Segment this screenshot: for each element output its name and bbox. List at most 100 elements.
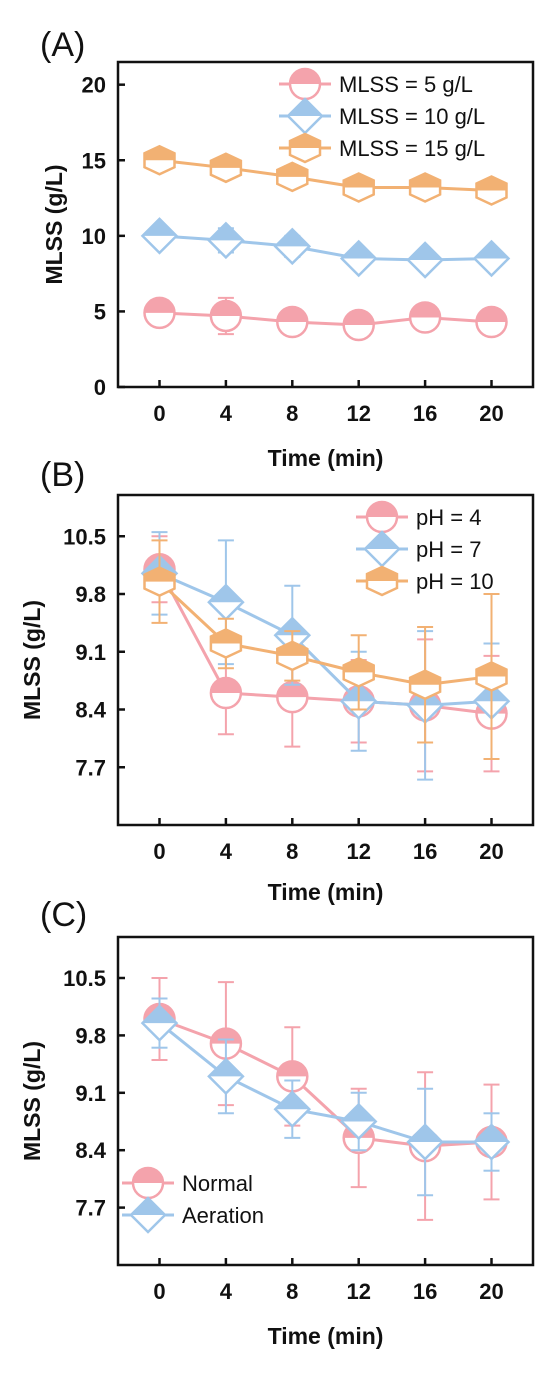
series-line (159, 311, 492, 327)
x-axis-title: Time (min) (268, 445, 384, 471)
x-tick-label: 20 (479, 401, 503, 426)
data-point (408, 172, 442, 203)
data-point (143, 144, 176, 176)
data-point-fill (210, 300, 241, 316)
y-tick-label: 7.7 (75, 1196, 106, 1221)
data-point-fill (277, 682, 308, 698)
data-point-fill (476, 176, 507, 191)
data-point-fill (277, 1061, 308, 1077)
data-point-fill (343, 658, 374, 673)
data-point (475, 175, 508, 206)
data-point-fill (408, 243, 443, 261)
x-tick-label: 12 (346, 839, 370, 864)
legend-label: Aeration (182, 1203, 264, 1228)
legend: pH = 4 pH = 7 pH = 10 (356, 500, 494, 597)
legend: MLSS = 5 g/L MLSS = 10 g/L MLSS = 15 g/L (279, 67, 485, 164)
x-tick-label: 20 (479, 1279, 503, 1304)
y-axis-title: MLSS (g/L) (19, 600, 45, 720)
data-point (276, 161, 309, 193)
data-point (342, 656, 375, 688)
y-tick-label: 7.7 (75, 755, 106, 780)
data-point-fill (144, 146, 175, 161)
plot-frame (116, 60, 535, 389)
y-tick-label: 9.1 (75, 640, 106, 665)
data-point (276, 680, 309, 714)
y-tick-label: 20 (82, 73, 106, 98)
legend-label: Normal (182, 1171, 253, 1196)
data-point-fill (275, 618, 310, 636)
legend-label: MLSS = 15 g/L (339, 136, 485, 161)
data-point (342, 308, 375, 342)
data-point (406, 1123, 444, 1161)
data-point (207, 1057, 245, 1096)
data-point (472, 239, 511, 278)
x-axis-title: Time (min) (268, 879, 384, 905)
data-point-fill (210, 629, 241, 644)
data-point-fill (343, 173, 374, 188)
legend-label: pH = 7 (416, 537, 481, 562)
data-point (209, 152, 243, 184)
data-point-fill (144, 297, 175, 313)
legend-marker (286, 97, 324, 135)
data-point-fill (210, 153, 241, 168)
data-point-fill (142, 218, 177, 236)
y-tick-label: 8.4 (75, 698, 106, 723)
x-tick-label: 4 (220, 839, 233, 864)
y-tick-label: 10.5 (63, 524, 106, 549)
data-point (273, 227, 312, 266)
x-tick-label: 16 (413, 839, 437, 864)
legend-marker-fill (367, 567, 397, 581)
y-tick-label: 10 (82, 224, 106, 249)
x-axis-title: Time (min) (268, 1323, 384, 1349)
data-point (143, 566, 176, 598)
x-tick-label: 0 (153, 839, 165, 864)
series-2 (143, 144, 508, 206)
data-point-fill (341, 241, 376, 259)
data-point (475, 305, 508, 339)
data-point-fill (208, 1059, 243, 1077)
x-tick-label: 8 (286, 401, 298, 426)
data-point-fill (410, 173, 441, 188)
y-tick-label: 9.1 (75, 1081, 106, 1106)
y-axis-title: MLSS (g/L) (41, 164, 67, 284)
data-point (209, 628, 243, 659)
x-tick-label: 8 (286, 1279, 298, 1304)
data-point-fill (208, 585, 243, 603)
y-tick-label: 10.5 (63, 966, 106, 991)
data-point-fill (142, 1006, 177, 1024)
data-point-fill (410, 302, 441, 318)
data-point (342, 172, 375, 203)
x-tick-label: 0 (153, 401, 165, 426)
data-point (140, 217, 179, 255)
panel-label: (A) (40, 26, 85, 64)
x-tick-label: 8 (286, 839, 298, 864)
data-point-fill (275, 1092, 310, 1110)
series-1 (140, 217, 511, 279)
y-tick-label: 9.8 (75, 1023, 106, 1048)
legend-marker-fill (365, 532, 399, 549)
panel-label: (C) (40, 896, 87, 934)
x-tick-label: 16 (413, 401, 437, 426)
legend-marker-fill (290, 69, 320, 84)
series-0 (143, 296, 508, 342)
data-point (408, 301, 442, 334)
data-point-fill (408, 1125, 443, 1142)
data-point-fill (277, 307, 308, 322)
legend-marker (365, 500, 399, 534)
data-point (140, 1004, 179, 1042)
data-point-fill (474, 241, 509, 259)
y-tick-label: 9.8 (75, 582, 106, 607)
legend-marker-fill (288, 99, 322, 116)
panel-a: (A) 0 5 10 15 20 0 4 8 12 16 20 Time (min) MLSS (g/L)… (40, 26, 535, 471)
panel-b: (B) 10.5 9.8 9.1 8.4 7.7 0 4 8 12 16 20 Time (min) ML… (19, 456, 535, 905)
y-axis-title: MLSS (g/L) (19, 1041, 45, 1161)
data-point-fill (277, 641, 308, 656)
panel-c: (C) 10.5 9.8 9.1 8.4 7.7 0 4 8 12 16 20 Time (min) ML… (19, 896, 535, 1349)
legend-marker (365, 565, 399, 597)
legend-marker-fill (133, 1168, 163, 1183)
legend-label: MLSS = 5 g/L (339, 72, 473, 97)
legend-marker (288, 132, 322, 164)
data-point-fill (476, 662, 507, 677)
data-point (209, 676, 243, 710)
